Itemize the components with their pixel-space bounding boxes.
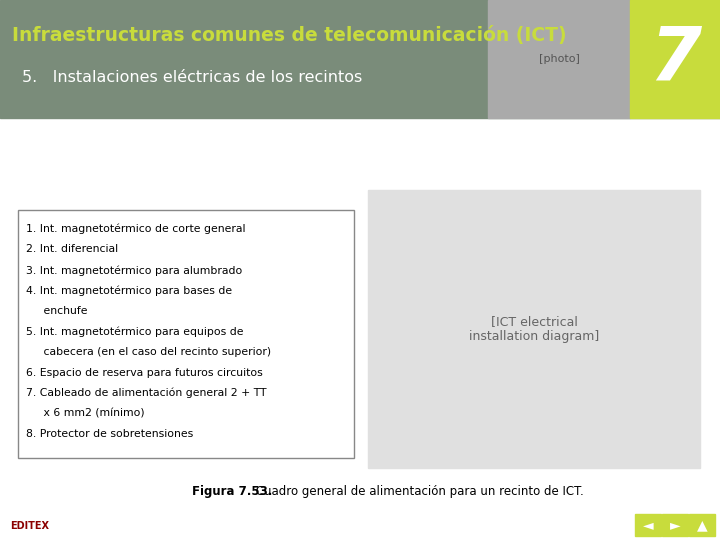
Text: 6. Espacio de reserva para futuros circuitos: 6. Espacio de reserva para futuros circu… bbox=[26, 368, 263, 377]
Text: ▲: ▲ bbox=[697, 518, 707, 532]
Text: 8. Protector de sobretensiones: 8. Protector de sobretensiones bbox=[26, 429, 193, 439]
Text: [photo]: [photo] bbox=[539, 54, 580, 64]
Text: cabecera (en el caso del recinto superior): cabecera (en el caso del recinto superio… bbox=[26, 347, 271, 357]
Bar bbox=[0, 118, 720, 540]
Text: 2. Int. diferencial: 2. Int. diferencial bbox=[26, 245, 118, 254]
Text: 5.   Instalaciones eléctricas de los recintos: 5. Instalaciones eléctricas de los recin… bbox=[22, 70, 362, 85]
Bar bbox=[488, 0, 630, 118]
Bar bbox=[0, 0, 720, 118]
Text: 3. Int. magnetotérmico para alumbrado: 3. Int. magnetotérmico para alumbrado bbox=[26, 265, 242, 275]
Text: 7. Cableado de alimentación general 2 + TT: 7. Cableado de alimentación general 2 + … bbox=[26, 388, 266, 399]
Text: 1. Int. magnetotérmico de corte general: 1. Int. magnetotérmico de corte general bbox=[26, 224, 246, 234]
Text: x 6 mm2 (mínimo): x 6 mm2 (mínimo) bbox=[26, 408, 145, 418]
Text: 7: 7 bbox=[649, 23, 701, 96]
Text: 4. Int. magnetotérmico para bases de: 4. Int. magnetotérmico para bases de bbox=[26, 286, 232, 296]
Text: [ICT electrical
installation diagram]: [ICT electrical installation diagram] bbox=[469, 315, 599, 343]
Text: enchufe: enchufe bbox=[26, 306, 88, 316]
Bar bbox=[630, 0, 720, 118]
Text: Cuadro general de alimentación para un recinto de ICT.: Cuadro general de alimentación para un r… bbox=[252, 485, 584, 498]
Bar bbox=[368, 190, 700, 468]
Text: ◄: ◄ bbox=[643, 518, 653, 532]
Bar bbox=[662, 514, 688, 536]
Text: Infraestructuras comunes de telecomunicación (ICT): Infraestructuras comunes de telecomunica… bbox=[12, 26, 567, 45]
Text: Figura 7.53.: Figura 7.53. bbox=[192, 485, 272, 498]
Bar bbox=[18, 210, 354, 458]
Text: EDITEX: EDITEX bbox=[11, 521, 50, 531]
Bar bbox=[689, 514, 715, 536]
Bar bbox=[635, 514, 661, 536]
Text: 5. Int. magnetotérmico para equipos de: 5. Int. magnetotérmico para equipos de bbox=[26, 327, 243, 337]
Text: ►: ► bbox=[670, 518, 680, 532]
